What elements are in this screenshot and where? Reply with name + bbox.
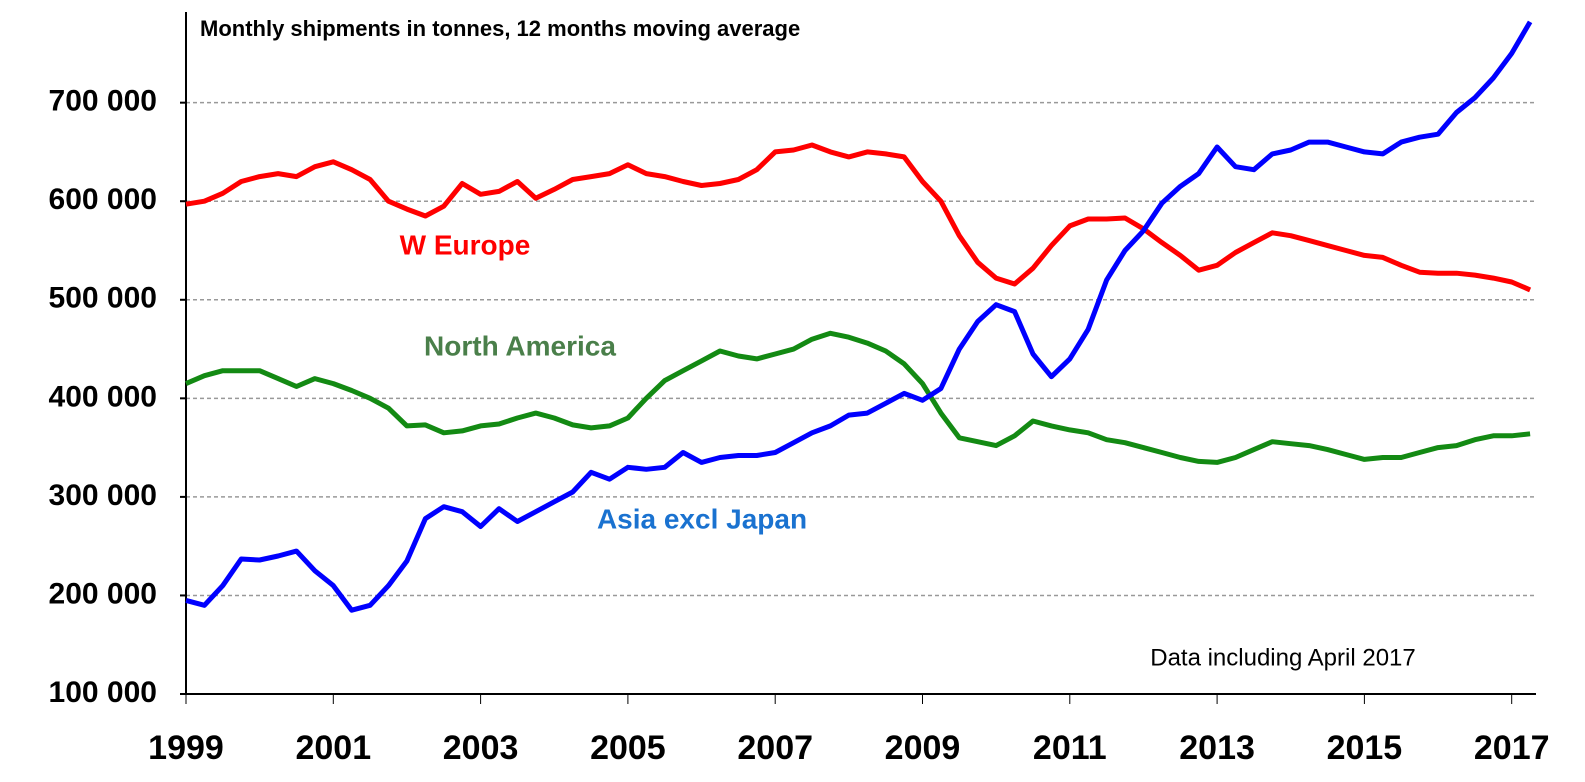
chart-title: Monthly shipments in tonnes, 12 months m… [200,16,800,41]
y-tick-label: 200 000 [49,577,157,610]
y-tick-label: 400 000 [49,380,157,413]
y-tick-label: 500 000 [49,282,157,315]
y-tick-label: 700 000 [49,85,157,118]
x-tick-label: 2009 [885,729,961,767]
x-tick-label: 2007 [737,729,813,767]
x-tick-label: 2003 [443,729,519,767]
x-tick-label: 2017 [1474,729,1550,767]
x-tick-label: 2005 [590,729,666,767]
series-label: North America [424,330,616,361]
x-tick-label: 1999 [148,729,224,767]
x-tick-label: 2015 [1327,729,1403,767]
y-tick-label: 100 000 [49,676,157,709]
y-tick-label: 300 000 [49,479,157,512]
series-line [185,20,1533,613]
x-tick-label: 2013 [1179,729,1255,767]
annotation: Data including April 2017 [1150,644,1416,671]
x-tick-label: 2011 [1033,729,1107,767]
series-label: W Europe [400,229,531,260]
series-line [185,142,1532,293]
series-line [185,330,1531,465]
y-tick-label: 600 000 [49,183,157,216]
x-tick-label: 2001 [295,729,371,767]
series-label: Asia excl Japan [597,503,807,534]
